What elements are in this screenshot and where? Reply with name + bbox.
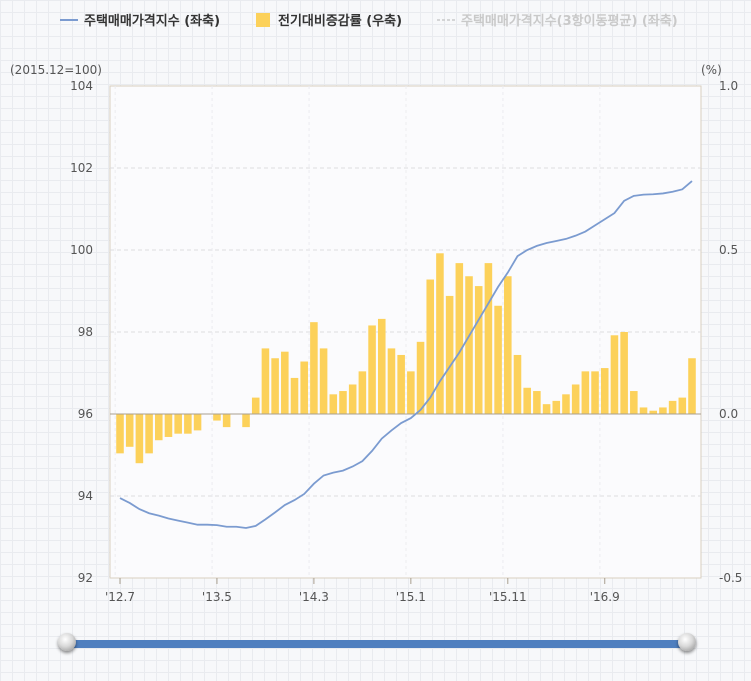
left-axis-unit: (2015.12=100) (10, 63, 102, 77)
left-tick-label: 98 (78, 325, 93, 339)
change-bar (591, 371, 599, 414)
change-bar (348, 384, 357, 414)
legend-label-index: 주택매매가격지수 (좌축) (84, 13, 220, 29)
change-bar (125, 414, 134, 447)
legend-item-change[interactable]: 전기대비증감률 (우축) (256, 13, 402, 29)
left-tick-label: 100 (70, 243, 93, 257)
change-bar (184, 414, 192, 434)
change-bar (251, 397, 260, 414)
change-bar (426, 279, 435, 414)
change-bar (145, 414, 153, 454)
slider-handle-left[interactable] (58, 633, 76, 651)
change-bar (688, 358, 696, 414)
change-bar (484, 263, 493, 414)
change-bar (290, 377, 299, 414)
change-bar (407, 371, 415, 414)
change-bar (436, 253, 444, 414)
left-tick-label: 94 (78, 489, 93, 503)
legend-label-change: 전기대비증감률 (우축) (278, 13, 402, 29)
change-bar (416, 341, 425, 414)
change-bar (154, 414, 163, 441)
change-bar (135, 414, 144, 464)
change-bar (368, 325, 376, 414)
change-bar (116, 414, 124, 454)
right-axis: 1.0 0.5 0.0 -0.5 (719, 79, 742, 585)
change-bar (678, 397, 687, 414)
left-tick-label: 92 (78, 571, 93, 585)
change-bar (271, 358, 279, 414)
change-bar (533, 391, 541, 414)
left-tick-label: 96 (78, 407, 93, 421)
x-tick-label: '16.9 (590, 590, 620, 604)
left-axis: 104 102 100 98 96 94 92 (70, 79, 93, 585)
change-bar (659, 407, 667, 414)
change-bar (630, 391, 638, 414)
left-tick-label: 104 (70, 79, 93, 93)
index-line (119, 180, 693, 529)
change-bar (552, 400, 561, 414)
change-bar (397, 354, 405, 414)
change-bar (319, 348, 328, 414)
change-bar (494, 305, 502, 414)
change-bar (581, 371, 590, 414)
change-bar (639, 407, 648, 414)
change-bar (513, 354, 522, 414)
right-tick-label: -0.5 (719, 571, 742, 585)
change-bar (261, 348, 270, 414)
x-tick-label: '15.1 (396, 590, 426, 604)
change-bar (174, 414, 182, 434)
change-bar (242, 414, 250, 428)
change-bar (474, 286, 483, 414)
change-bar (310, 322, 318, 414)
change-bar (281, 351, 289, 414)
slider-handle-right[interactable] (678, 633, 696, 651)
change-bar (523, 387, 531, 414)
change-bar (465, 276, 473, 414)
change-bar (542, 404, 551, 414)
change-bar (668, 400, 677, 414)
legend-label-moving-average: 주택매매가격지수(3항이동평균) (좌축) (461, 13, 678, 29)
change-bar (562, 394, 570, 414)
change-bar (358, 371, 367, 414)
right-tick-label: 0.5 (719, 243, 738, 257)
right-tick-label: 0.0 (719, 407, 738, 421)
change-bar (387, 348, 396, 414)
change-bar (455, 263, 464, 414)
change-bar (504, 276, 512, 414)
x-tick-label: '12.7 (105, 590, 135, 604)
change-bar (300, 361, 308, 414)
change-bars (116, 253, 696, 464)
right-axis-unit: (%) (701, 63, 722, 77)
legend-item-moving-average[interactable]: 주택매매가격지수(3항이동평균) (좌축) (437, 13, 678, 29)
change-bar (213, 414, 221, 421)
change-bar (339, 391, 347, 414)
change-bar (222, 414, 231, 428)
right-tick-label: 1.0 (719, 79, 738, 93)
change-bar (571, 384, 580, 414)
change-bar (329, 394, 338, 414)
change-bar (620, 332, 628, 414)
change-bar (649, 410, 658, 414)
x-tick-label: '13.5 (202, 590, 232, 604)
change-bar (600, 368, 609, 414)
x-tick-label: '15.11 (489, 590, 527, 604)
x-tick-label: '14.3 (299, 590, 329, 604)
legend-item-index[interactable]: 주택매매가격지수 (좌축) (60, 13, 220, 29)
change-bar (193, 414, 202, 431)
x-axis: '12.7 '13.5 '14.3 '15.1 '15.11 '16.9 (105, 578, 620, 604)
left-tick-label: 102 (70, 161, 93, 175)
change-bar (164, 414, 173, 437)
change-bar (445, 295, 454, 414)
legend: 주택매매가격지수 (좌축) 전기대비증감률 (우축) 주택매매가격지수(3항이동… (60, 13, 678, 29)
change-bar (610, 335, 619, 414)
change-bar (377, 318, 386, 414)
